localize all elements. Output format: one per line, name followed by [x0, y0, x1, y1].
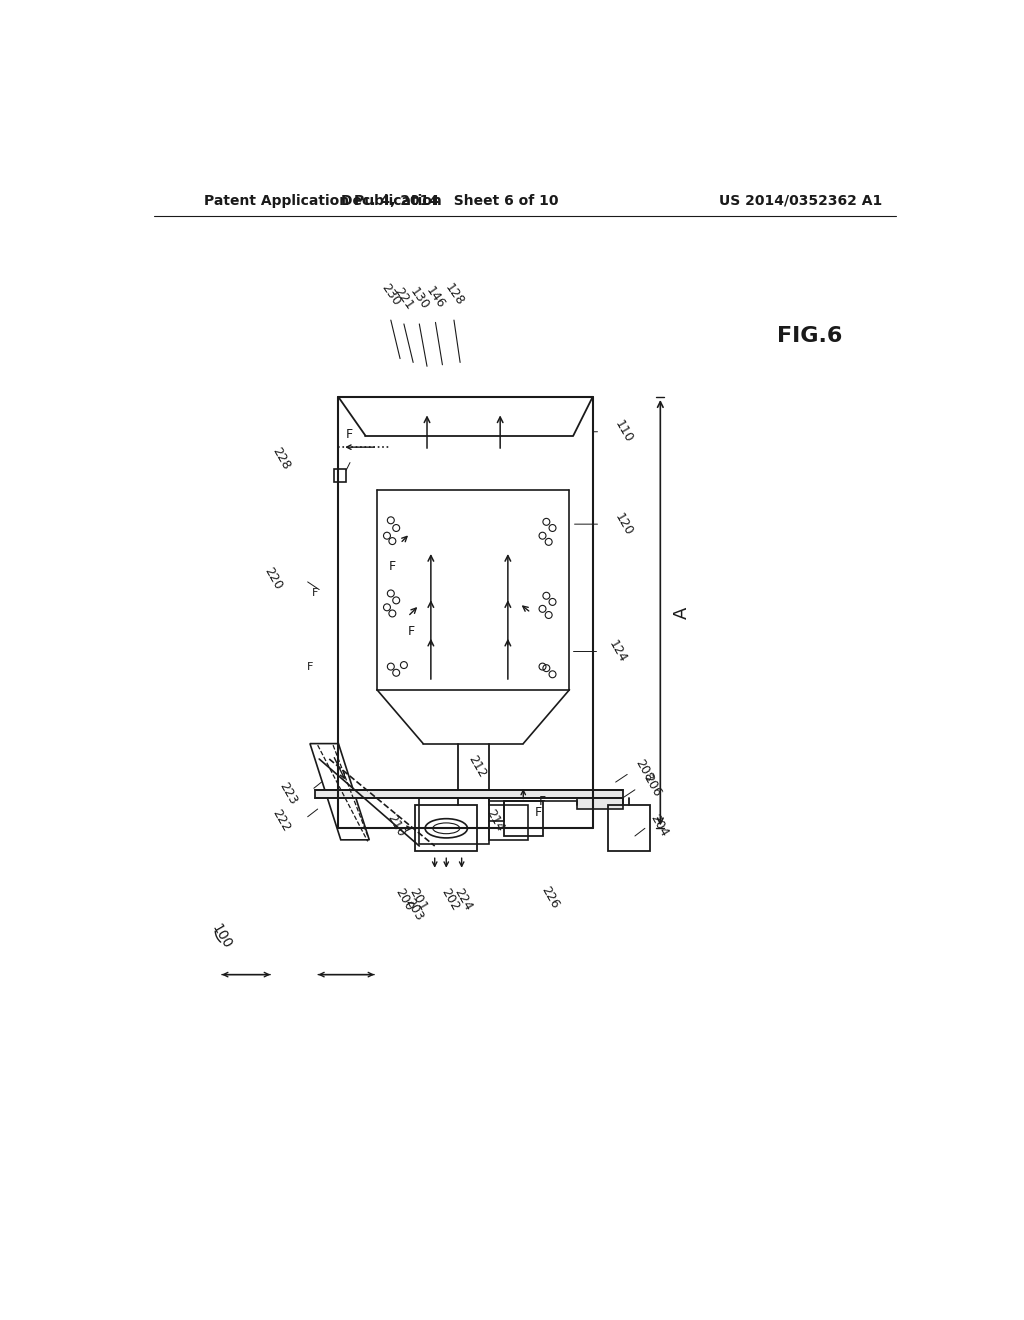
- Text: 230: 230: [379, 281, 403, 309]
- Text: 201: 201: [407, 886, 429, 913]
- Bar: [578, 797, 624, 809]
- Text: F: F: [408, 626, 415, 639]
- Text: 128: 128: [441, 281, 466, 309]
- Text: F: F: [536, 807, 543, 820]
- Text: 202: 202: [438, 886, 462, 913]
- Text: 203: 203: [402, 896, 426, 923]
- Text: 110: 110: [611, 418, 635, 445]
- Text: F: F: [312, 589, 318, 598]
- Text: A: A: [673, 606, 690, 619]
- Text: 124: 124: [606, 638, 630, 665]
- Text: 208: 208: [633, 756, 655, 784]
- Text: 214: 214: [483, 807, 506, 834]
- Text: 223: 223: [276, 780, 300, 807]
- Text: F: F: [307, 661, 313, 672]
- Bar: [334, 470, 346, 482]
- Bar: [504, 801, 543, 836]
- Text: F: F: [388, 560, 395, 573]
- Text: 221: 221: [392, 285, 416, 313]
- Text: F: F: [539, 795, 546, 808]
- Text: 206: 206: [640, 772, 664, 800]
- Text: F: F: [346, 428, 353, 441]
- Text: 204: 204: [648, 812, 671, 838]
- Text: 226: 226: [539, 884, 562, 911]
- Text: 228: 228: [269, 445, 292, 473]
- Text: 220: 220: [261, 565, 285, 591]
- Text: 212: 212: [466, 754, 488, 780]
- Text: 130: 130: [408, 285, 431, 313]
- Text: 200: 200: [392, 886, 416, 913]
- Text: Dec. 4, 2014   Sheet 6 of 10: Dec. 4, 2014 Sheet 6 of 10: [341, 194, 559, 207]
- Bar: [419, 797, 488, 843]
- Text: 100: 100: [209, 921, 234, 950]
- Bar: [416, 805, 477, 851]
- Bar: [489, 805, 528, 840]
- Text: US 2014/0352362 A1: US 2014/0352362 A1: [719, 194, 882, 207]
- Text: 120: 120: [611, 511, 635, 537]
- Text: FIG.6: FIG.6: [777, 326, 843, 346]
- Bar: [315, 789, 624, 797]
- Text: Patent Application Publication: Patent Application Publication: [204, 194, 441, 207]
- Bar: [608, 805, 650, 851]
- Text: 224: 224: [452, 886, 475, 913]
- Text: 222: 222: [269, 807, 292, 834]
- Text: 210: 210: [385, 812, 408, 840]
- Text: 146: 146: [423, 284, 447, 312]
